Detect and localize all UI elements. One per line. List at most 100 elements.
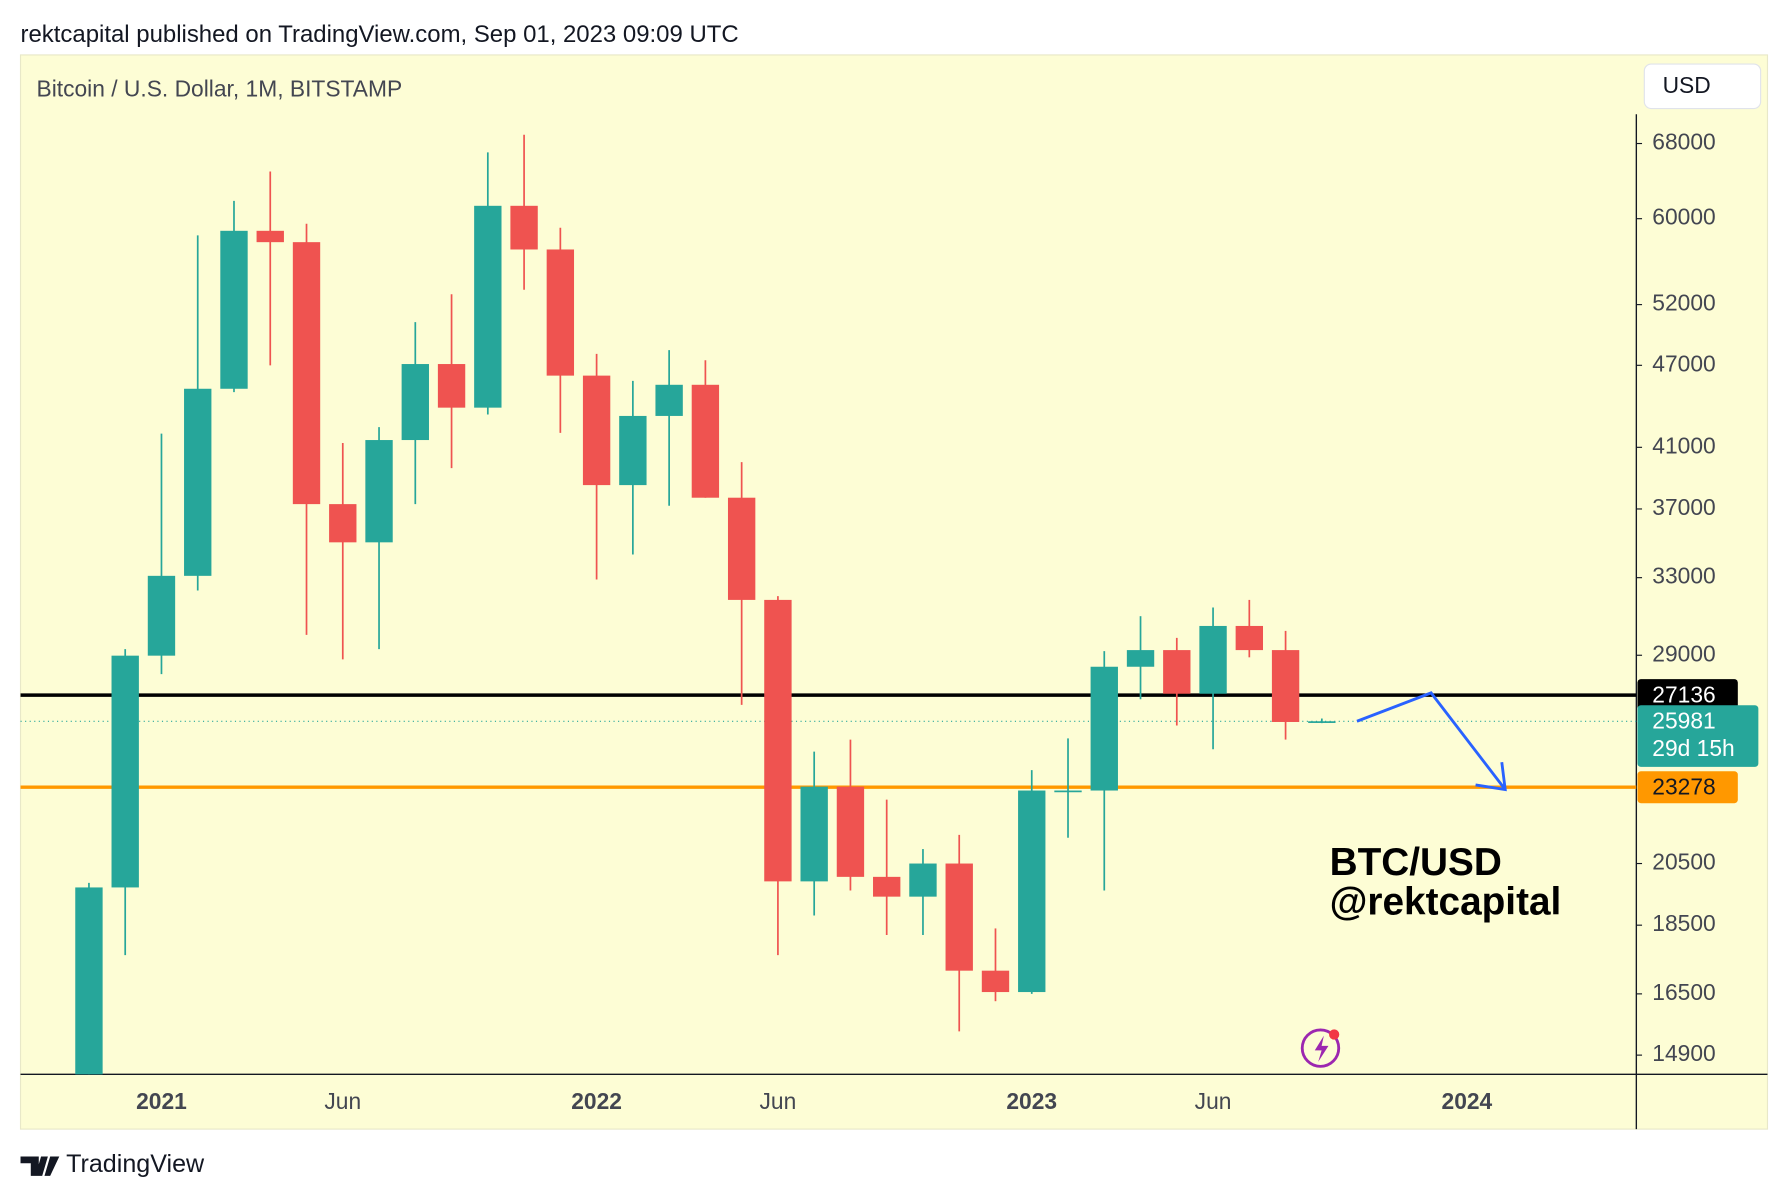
logo-icon [20,1156,60,1176]
candle [1054,738,1082,838]
candle-body [474,205,502,408]
candle [1126,616,1155,700]
candle-body [727,497,756,600]
currency-label[interactable]: USD [1663,72,1711,98]
candle-body [220,230,248,389]
candle-body [945,863,973,971]
candle [1308,718,1336,724]
y-tick-label: 33000 [1652,563,1715,589]
candle-body [1163,650,1191,694]
candle [1199,607,1227,750]
candle-body [147,575,176,656]
x-tick-label: 2022 [571,1088,622,1114]
y-tick-label: 37000 [1652,494,1715,520]
tradingview-logo: TradingView [20,1150,205,1178]
candle [184,235,212,591]
y-tick-label: 47000 [1652,350,1715,376]
x-tick-label: 2024 [1442,1088,1493,1114]
publish-header: rektcapital published on TradingView.com… [21,21,739,48]
currency-button[interactable] [1643,63,1762,110]
candle-body [510,205,538,250]
y-tick-label: 14900 [1652,1040,1715,1066]
x-tick-label: Jun [324,1088,361,1114]
candle [655,350,683,506]
candle-body [292,242,321,505]
candle [582,353,611,580]
candle-body [909,863,937,897]
projection-arrow [1356,691,1507,792]
candle [474,152,502,415]
y-tick-label: 60000 [1652,204,1715,230]
lightning-icon[interactable] [1300,1028,1341,1068]
candle [1235,599,1264,658]
x-tick-label: Jun [760,1088,797,1114]
last-price-box [1637,705,1759,767]
plot-area [20,134,1637,1075]
candle-body [1199,625,1227,694]
candle [945,834,973,1032]
candle [401,322,429,505]
candle-body [1126,650,1155,667]
candle [764,596,792,956]
candle [1271,630,1300,740]
candle-body [1271,650,1300,722]
candle [836,739,865,891]
candle-body [582,375,611,486]
candle [510,134,538,290]
bar-countdown: 29d 15h [1652,735,1734,761]
candle-body [655,384,683,416]
candle-body [619,415,647,486]
candle-body [365,440,393,543]
candle [1090,651,1118,891]
y-tick-label: 52000 [1652,290,1715,316]
candle [619,380,647,555]
candle-body [184,388,212,576]
candle [256,171,284,366]
y-tick-label: 18500 [1652,910,1715,936]
watermark-text: BTC/USD [1330,841,1502,884]
x-tick-label: Jun [1195,1088,1232,1114]
y-tick-label: 68000 [1652,129,1715,155]
candle-body [75,887,103,1075]
candle-body [111,655,139,888]
y-tick-label: 29000 [1652,640,1715,666]
x-tick-label: 2021 [136,1088,187,1114]
symbol-title: Bitcoin / U.S. Dollar, 1M, BITSTAMP [36,75,402,101]
candle [981,928,1010,1002]
candle [147,433,176,675]
candle [691,360,720,498]
candle [111,649,139,956]
level-price-label: 23278 [1652,773,1715,799]
candle-body [1090,666,1118,791]
watermark-text: @rektcapital [1330,881,1562,924]
candle [727,462,756,705]
candle [1163,637,1191,726]
candle [437,294,466,469]
candle-body [546,249,575,376]
level-price-label: 27136 [1652,681,1715,707]
candle [546,227,575,433]
candle-body [764,599,792,882]
candle-body [1018,790,1046,993]
candle [220,200,248,393]
y-tick-label: 41000 [1652,432,1715,458]
icon-dot[interactable] [1329,1029,1340,1040]
candle [800,751,828,916]
level-price-box [1637,679,1738,712]
candle-body [981,970,1010,993]
last-price-label: 25981 [1652,707,1715,733]
chart-background [19,54,1769,1130]
icon-bolt[interactable] [1314,1035,1329,1062]
y-tick-label: 20500 [1652,849,1715,875]
candle-body [437,364,466,408]
candle-body [1235,625,1264,651]
candle [909,849,937,935]
candle-body [329,504,357,543]
x-tick-label: 2023 [1006,1088,1057,1114]
candle [75,882,103,1075]
candle-body [691,384,720,498]
candle-body [836,786,865,877]
candle-body [1054,790,1082,793]
